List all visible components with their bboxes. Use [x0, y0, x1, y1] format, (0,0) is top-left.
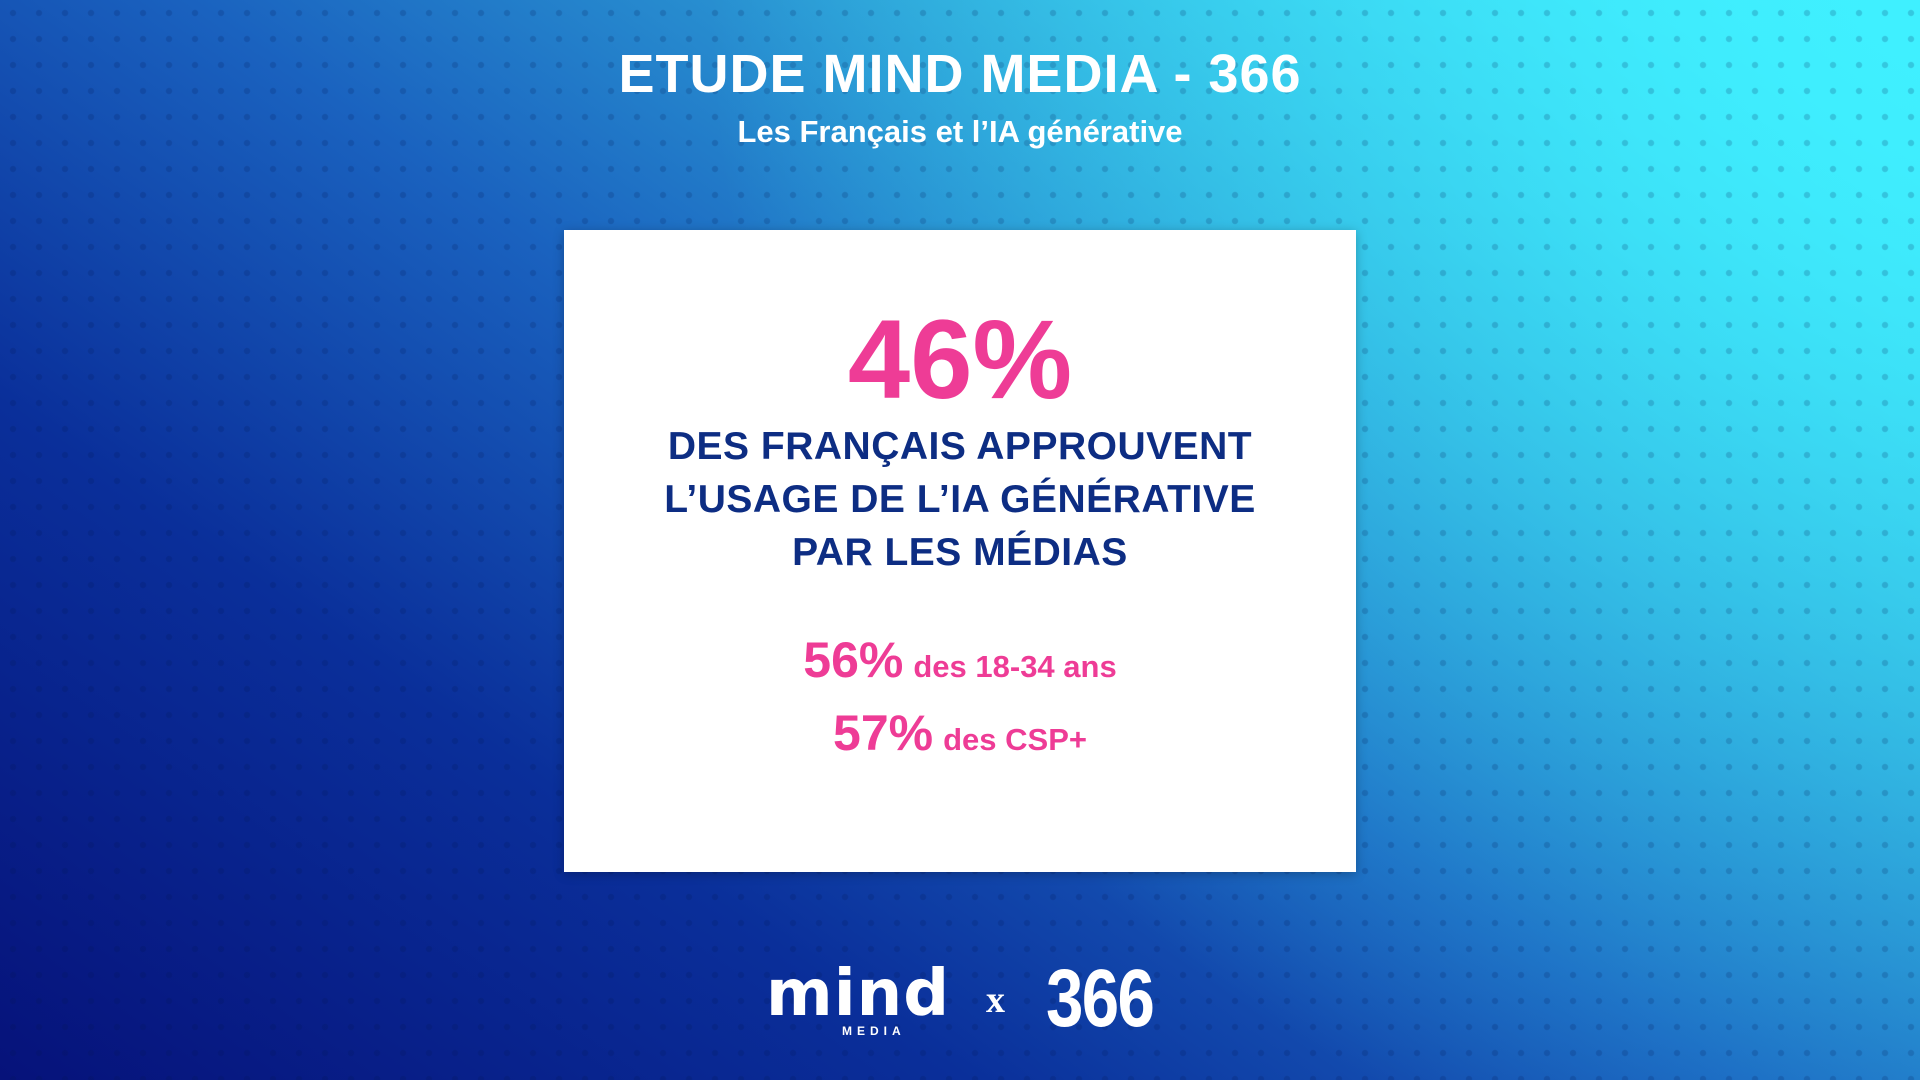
headline-line: PAR LES MÉDIAS — [792, 531, 1128, 574]
mind-logo-word: mind — [766, 957, 950, 1031]
366-logo: 366 — [1046, 953, 1155, 1044]
sub-statistic-label: des CSP+ — [943, 722, 1087, 757]
sub-statistic-value: 57% — [833, 705, 934, 761]
sub-statistic-18-34: 56% des 18-34 ans — [564, 630, 1356, 703]
page-subtitle: Les Français et l’IA générative — [737, 114, 1183, 149]
logo-separator: x — [986, 979, 1005, 1021]
headline-line: L’USAGE DE L’IA GÉNÉRATIVE — [664, 478, 1256, 521]
main-statistic: 46% — [847, 297, 1073, 422]
page-title: ETUDE MIND MEDIA - 366 — [618, 44, 1302, 104]
media-logo-word: MEDIA — [842, 1024, 906, 1038]
sub-statistic-label: des 18-34 ans — [913, 649, 1117, 684]
statistic-headline: DES FRANÇAIS APPROUVENT L’USAGE DE L’IA … — [564, 420, 1356, 579]
sub-statistics: 56% des 18-34 ans 57% des CSP+ — [564, 630, 1356, 776]
sub-statistic-csp: 57% des CSP+ — [564, 703, 1356, 776]
sub-statistic-value: 56% — [803, 632, 904, 688]
footer-logos: mind MEDIA x 366 — [0, 954, 1920, 1048]
headline-line: DES FRANÇAIS APPROUVENT — [667, 425, 1253, 468]
mind-media-logo: mind MEDIA — [766, 958, 966, 1048]
statistic-card: 46% DES FRANÇAIS APPROUVENT L’USAGE DE L… — [564, 230, 1356, 872]
